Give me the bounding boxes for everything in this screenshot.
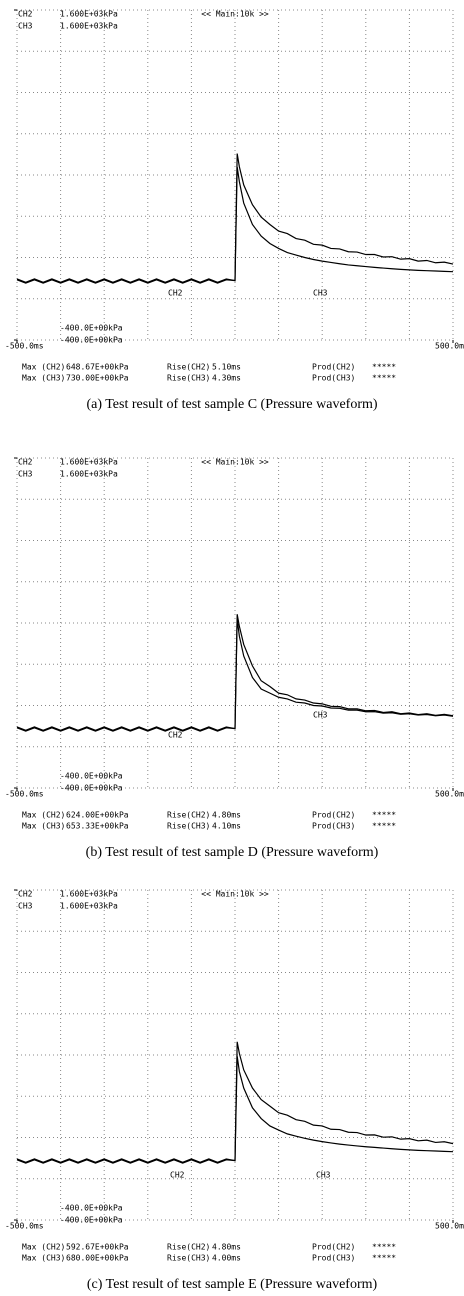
stat-label: Max (CH2) [22, 1243, 65, 1252]
stat-label: Max (CH2) [22, 363, 65, 372]
y-tick-label: 1.600E+03kPa [60, 10, 118, 19]
header: << Main:10k >> [201, 890, 269, 899]
stat-label: Rise(CH2) [167, 1243, 210, 1252]
stat-label: Prod(CH3) [312, 1254, 355, 1263]
stat-value: 4.00ms [212, 1254, 241, 1263]
stat-value: 624.00E+00kPa [66, 811, 129, 820]
y-tick-label: -400.0E+00kPa [60, 336, 123, 345]
y-tick-label: 1.600E+03kPa [60, 902, 118, 911]
stat-label: Rise(CH2) [167, 811, 210, 820]
x-tick-label: 500.0ms [435, 1222, 464, 1231]
x-tick-label: -500.0ms [5, 790, 44, 799]
channel-name: CH3 [18, 22, 33, 31]
header: << Main:10k >> [201, 10, 269, 19]
stat-label: Prod(CH2) [312, 363, 355, 372]
stat-label: Rise(CH2) [167, 363, 210, 372]
trace-label: CH3 [313, 711, 328, 720]
channel-name: CH3 [18, 902, 33, 911]
channel-name: CH3 [18, 470, 33, 479]
stat-value: ***** [372, 811, 396, 820]
y-tick-label: -400.0E+00kPa [60, 1204, 123, 1213]
stat-value: ***** [372, 1254, 396, 1263]
stat-label: Rise(CH3) [167, 374, 210, 383]
y-tick-label: 1.600E+03kPa [60, 470, 118, 479]
stat-value: ***** [372, 822, 396, 831]
y-tick-label: 1.600E+03kPa [60, 22, 118, 31]
stat-label: Prod(CH2) [312, 811, 355, 820]
stat-label: Max (CH3) [22, 822, 65, 831]
x-tick-label: 500.0ms [435, 790, 464, 799]
caption: (c) Test result of test sample E (Pressu… [87, 1277, 378, 1292]
caption: (b) Test result of test sample D (Pressu… [86, 845, 379, 860]
stat-value: 653.33E+00kPa [66, 822, 129, 831]
stat-value: 4.80ms [212, 1243, 241, 1252]
stat-label: Prod(CH2) [312, 1243, 355, 1252]
y-tick-label: -400.0E+00kPa [60, 772, 123, 781]
y-tick-label: -400.0E+00kPa [60, 324, 123, 333]
stat-value: 4.30ms [212, 374, 241, 383]
channel-name: CH2 [18, 10, 33, 19]
stat-value: 592.67E+00kPa [66, 1243, 129, 1252]
stat-label: Max (CH2) [22, 811, 65, 820]
trace-label: CH3 [313, 289, 328, 298]
y-tick-label: -400.0E+00kPa [60, 1216, 123, 1225]
trace-label: CH2 [170, 1171, 185, 1180]
stat-label: Max (CH3) [22, 374, 65, 383]
stat-label: Prod(CH3) [312, 374, 355, 383]
x-tick-label: -500.0ms [5, 1222, 44, 1231]
trace-label: CH2 [168, 289, 183, 298]
trace-label: CH2 [168, 731, 183, 740]
waveform [16, 1041, 454, 1163]
caption: (a) Test result of test sample C (Pressu… [86, 397, 377, 412]
y-tick-label: 1.600E+03kPa [60, 890, 118, 899]
stat-value: 4.80ms [212, 811, 241, 820]
stat-value: 680.00E+00kPa [66, 1254, 129, 1263]
x-tick-label: 500.0ms [435, 342, 464, 351]
stat-value: 5.10ms [212, 363, 241, 372]
header: << Main:10k >> [201, 458, 269, 467]
y-tick-label: 1.600E+03kPa [60, 458, 118, 467]
channel-name: CH2 [18, 458, 33, 467]
waveform [16, 153, 454, 283]
stat-value: ***** [372, 363, 396, 372]
stat-label: Rise(CH3) [167, 1254, 210, 1263]
stat-value: ***** [372, 374, 396, 383]
y-tick-label: -400.0E+00kPa [60, 784, 123, 793]
waveform [16, 614, 454, 731]
trace-label: CH3 [316, 1171, 331, 1180]
stat-value: 4.10ms [212, 822, 241, 831]
stat-value: ***** [372, 1243, 396, 1252]
channel-name: CH2 [18, 890, 33, 899]
stat-label: Prod(CH3) [312, 822, 355, 831]
x-tick-label: -500.0ms [5, 342, 44, 351]
stat-label: Max (CH3) [22, 1254, 65, 1263]
stat-value: 648.67E+00kPa [66, 363, 129, 372]
stat-value: 730.00E+00kPa [66, 374, 129, 383]
stat-label: Rise(CH3) [167, 822, 210, 831]
